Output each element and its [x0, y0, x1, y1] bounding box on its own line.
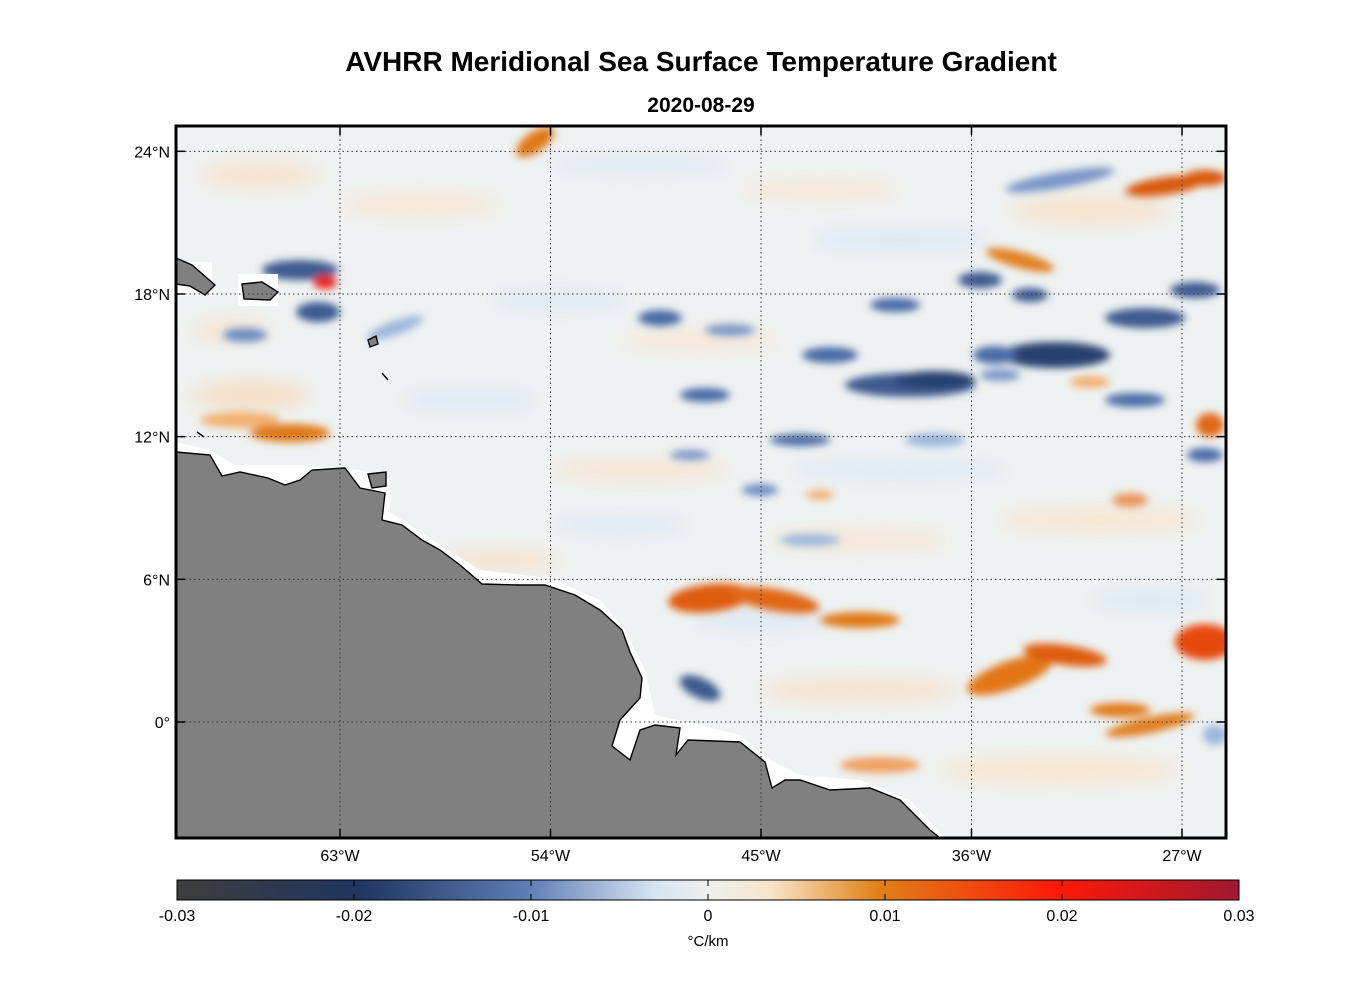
axis-tick-labels: 24°N 18°N 12°N 6°N 0° 63°W 54°W 45°W 36°W 27°W	[134, 144, 1202, 865]
colorbar-tick-label: -0.02	[335, 908, 373, 925]
barbados-island	[367, 334, 379, 348]
lon-tick-label: 36°W	[952, 848, 992, 865]
colorbar-tick-label: 0.01	[869, 908, 901, 925]
lon-tick-label: 27°W	[1162, 848, 1202, 865]
lon-tick-label: 54°W	[531, 848, 571, 865]
axis-ticks	[176, 126, 1226, 838]
south-america-landmass	[176, 451, 942, 838]
lon-tick-label: 45°W	[741, 848, 781, 865]
trinidad-island	[367, 471, 387, 489]
map-graticule	[176, 126, 1226, 838]
map-title: AVHRR Meridional Sea Surface Temperature…	[345, 46, 1057, 77]
colorbar-tick-label: -0.03	[158, 908, 196, 925]
puerto-rico-island	[241, 281, 280, 301]
lat-tick-label: 0°	[155, 715, 170, 732]
colorbar-ticks	[176, 880, 1240, 900]
lat-tick-label: 18°N	[134, 287, 170, 304]
colorbar-tick-label: 0	[703, 908, 713, 925]
map-date-subtitle: 2020-08-29	[647, 94, 755, 117]
lat-tick-label: 24°N	[134, 144, 170, 161]
map-frame	[174, 124, 1228, 840]
small-islands-outline	[196, 372, 389, 438]
colorbar-tick-label: 0.02	[1046, 908, 1078, 925]
colorbar-tick-label: 0.03	[1223, 908, 1255, 925]
lon-tick-label: 63°W	[320, 848, 360, 865]
map-plot-area	[176, 126, 1226, 838]
hispaniola-island	[176, 257, 217, 296]
land	[176, 257, 942, 838]
lat-tick-label: 12°N	[134, 430, 170, 447]
colorbar-tick-label: -0.01	[512, 908, 550, 925]
colorbar-units: °C/km	[687, 933, 729, 950]
lat-tick-label: 6°N	[143, 572, 170, 589]
